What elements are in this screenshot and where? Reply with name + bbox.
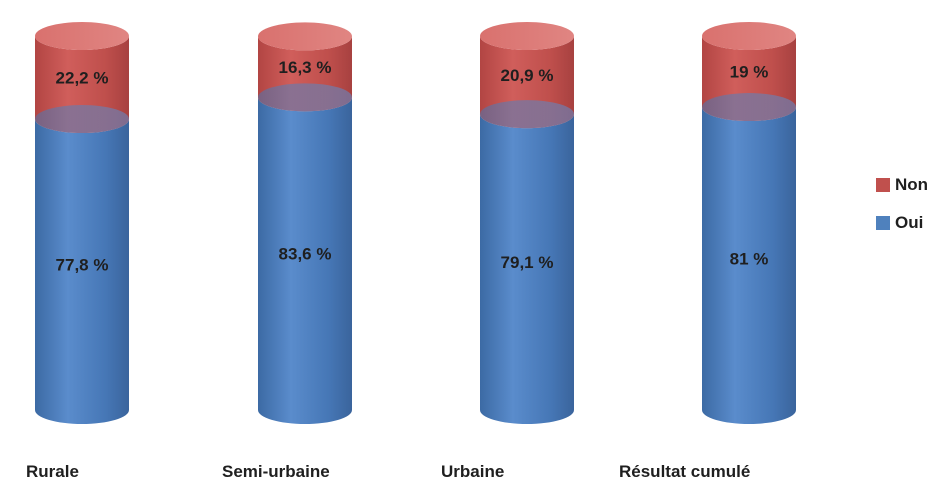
bar-separator-semi-urbaine (258, 83, 352, 112)
bar-top-semi-urbaine (258, 22, 352, 51)
bar-separator-urbaine (480, 100, 574, 129)
bar-top-urbaine (480, 22, 574, 50)
legend-item-oui: Oui (876, 213, 928, 233)
bar-top-resultat-cumule (702, 22, 796, 50)
data-label-non-rurale: 22,2 % (56, 69, 109, 88)
bar-separator-rurale (35, 105, 129, 134)
category-label-semi-urbaine: Semi-urbaine (222, 462, 330, 481)
data-label-oui-rurale: 77,8 % (56, 256, 109, 275)
bar-oui-resultat-cumule (702, 107, 796, 424)
data-label-non-semi-urbaine: 16,3 % (279, 58, 332, 77)
legend-label-non: Non (895, 175, 929, 194)
legend: Non Oui (876, 175, 928, 251)
legend-label-oui: Oui (895, 213, 924, 232)
bar-oui-semi-urbaine (258, 97, 352, 424)
data-label-non-resultat-cumule: 19 % (730, 63, 769, 82)
bar-oui-urbaine (480, 114, 574, 424)
data-label-non-urbaine: 20,9 % (501, 66, 554, 85)
data-label-oui-urbaine: 79,1 % (501, 253, 554, 272)
category-label-urbaine: Urbaine (441, 462, 505, 481)
data-label-oui-resultat-cumule: 81 % (730, 250, 769, 269)
legend-item-non: Non (876, 175, 928, 195)
bar-separator-resultat-cumule (702, 93, 796, 122)
category-label-resultat-cumule: Résultat cumulé (619, 462, 751, 481)
category-label-rurale: Rurale (26, 462, 79, 481)
legend-swatch-non (876, 178, 890, 192)
legend-swatch-oui (876, 216, 890, 230)
data-label-oui-semi-urbaine: 83,6 % (279, 245, 332, 264)
bar-top-rurale (35, 22, 129, 50)
bar-oui-rurale (35, 119, 129, 424)
